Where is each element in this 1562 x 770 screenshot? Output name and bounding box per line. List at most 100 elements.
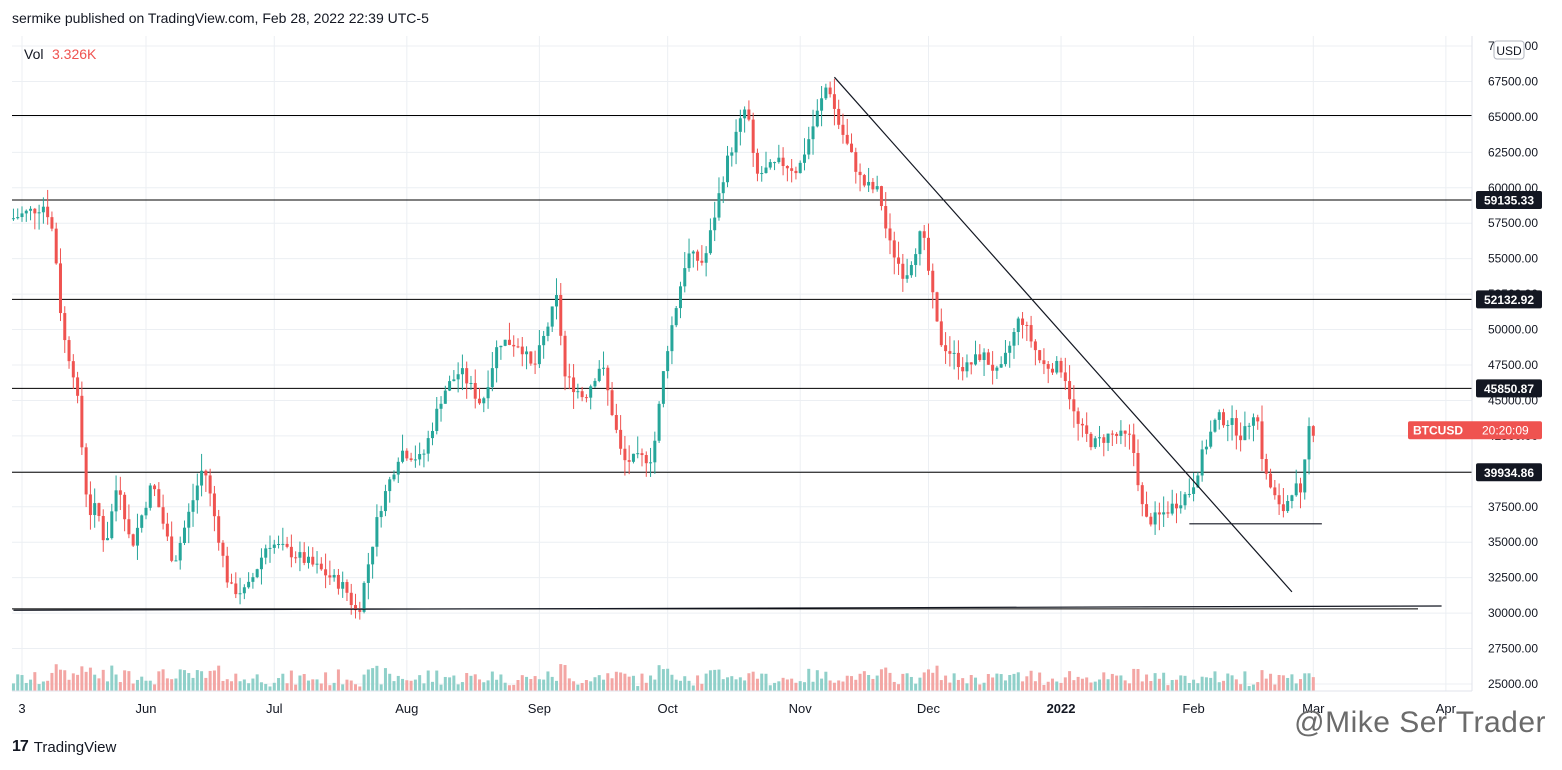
candle-body[interactable] — [217, 516, 221, 543]
candle-body[interactable] — [1264, 459, 1268, 474]
candle-body[interactable] — [790, 168, 794, 171]
candle-body[interactable] — [259, 557, 263, 570]
candle-body[interactable] — [666, 351, 670, 372]
candle-body[interactable] — [533, 363, 537, 365]
candle-body[interactable] — [982, 352, 986, 361]
candle-body[interactable] — [1200, 449, 1204, 476]
candle-body[interactable] — [456, 374, 460, 380]
candle-body[interactable] — [802, 154, 806, 163]
candle-body[interactable] — [131, 534, 135, 546]
candle-body[interactable] — [88, 494, 92, 516]
candle-body[interactable] — [1166, 512, 1170, 514]
candle-body[interactable] — [478, 398, 482, 404]
candle-body[interactable] — [84, 447, 88, 495]
candle-body[interactable] — [542, 335, 546, 346]
candle-body[interactable] — [430, 430, 434, 439]
candle-body[interactable] — [328, 575, 332, 578]
candle-body[interactable] — [948, 351, 952, 354]
candle-body[interactable] — [324, 569, 328, 576]
candle-body[interactable] — [820, 98, 824, 111]
candle-body[interactable] — [1008, 345, 1012, 353]
candle-body[interactable] — [708, 230, 712, 254]
candle-body[interactable] — [1239, 435, 1243, 441]
candle-body[interactable] — [593, 380, 597, 387]
candle-body[interactable] — [674, 308, 678, 326]
candle-body[interactable] — [465, 368, 469, 384]
candle-body[interactable] — [956, 352, 960, 368]
candle-body[interactable] — [850, 143, 854, 153]
candle-body[interactable] — [46, 206, 50, 218]
candle-body[interactable] — [1303, 459, 1307, 493]
candle-body[interactable] — [1115, 433, 1119, 436]
candle-body[interactable] — [529, 351, 533, 364]
candle-body[interactable] — [435, 408, 439, 431]
candle-body[interactable] — [683, 268, 687, 287]
candle-body[interactable] — [713, 217, 717, 231]
candle-body[interactable] — [354, 605, 358, 611]
candle-body[interactable] — [978, 354, 982, 361]
candle-body[interactable] — [1123, 430, 1127, 434]
candle-body[interactable] — [161, 507, 165, 524]
candle-body[interactable] — [991, 364, 995, 371]
candle-body[interactable] — [448, 381, 452, 391]
candle-body[interactable] — [738, 118, 742, 132]
candle-body[interactable] — [1153, 512, 1157, 525]
candle-body[interactable] — [1021, 318, 1025, 325]
candle-body[interactable] — [41, 206, 45, 213]
candle-body[interactable] — [473, 382, 477, 399]
candle-body[interactable] — [345, 582, 349, 593]
candle-body[interactable] — [1042, 360, 1046, 365]
candle-body[interactable] — [1174, 503, 1178, 509]
candle-body[interactable] — [580, 391, 584, 398]
candle-body[interactable] — [392, 474, 396, 480]
candle-body[interactable] — [165, 523, 169, 537]
candle-body[interactable] — [97, 503, 101, 517]
candle-body[interactable] — [554, 294, 558, 307]
candle-body[interactable] — [862, 175, 866, 186]
time-axis[interactable]: 3 Jun Jul Aug Sep Oct Nov Dec 2022 Feb Mar Apr — [12, 690, 1472, 716]
candle-body[interactable] — [110, 511, 114, 539]
candle-body[interactable] — [760, 173, 764, 175]
candle-body[interactable] — [221, 542, 225, 556]
candle-body[interactable] — [388, 479, 392, 492]
candle-body[interactable] — [16, 217, 20, 219]
candle-body[interactable] — [174, 560, 178, 562]
candle-body[interactable] — [208, 475, 212, 494]
candle-body[interactable] — [482, 398, 486, 404]
candle-body[interactable] — [71, 361, 75, 378]
price-candles[interactable] — [11, 78, 1315, 620]
candle-body[interactable] — [341, 582, 345, 589]
candle-body[interactable] — [1298, 483, 1302, 493]
candle-body[interactable] — [371, 546, 375, 565]
candle-body[interactable] — [285, 543, 289, 547]
candle-body[interactable] — [1311, 426, 1315, 436]
candle-body[interactable] — [777, 157, 781, 163]
candle-body[interactable] — [311, 556, 315, 565]
candle-body[interactable] — [1076, 411, 1080, 424]
candle-body[interactable] — [1157, 512, 1161, 515]
candle-body[interactable] — [264, 548, 268, 558]
candle-body[interactable] — [503, 339, 507, 346]
candle-body[interactable] — [144, 507, 148, 516]
candle-body[interactable] — [439, 403, 443, 409]
candle-body[interactable] — [832, 94, 836, 109]
candle-body[interactable] — [1046, 364, 1050, 369]
candle-body[interactable] — [871, 181, 875, 190]
candle-body[interactable] — [768, 162, 772, 168]
candle-body[interactable] — [926, 237, 930, 271]
candle-body[interactable] — [576, 391, 580, 393]
candle-body[interactable] — [58, 263, 62, 314]
candle-body[interactable] — [153, 485, 157, 490]
candle-body[interactable] — [602, 367, 606, 369]
candle-body[interactable] — [277, 543, 281, 545]
candle-body[interactable] — [589, 386, 593, 398]
candle-body[interactable] — [33, 208, 37, 214]
candle-body[interactable] — [1179, 505, 1183, 509]
candle-body[interactable] — [140, 515, 144, 528]
candle-body[interactable] — [1055, 360, 1059, 373]
candle-body[interactable] — [409, 458, 413, 460]
candle-body[interactable] — [644, 455, 648, 464]
candle-body[interactable] — [1110, 433, 1114, 435]
candle-body[interactable] — [1260, 421, 1264, 460]
candle-body[interactable] — [375, 517, 379, 547]
